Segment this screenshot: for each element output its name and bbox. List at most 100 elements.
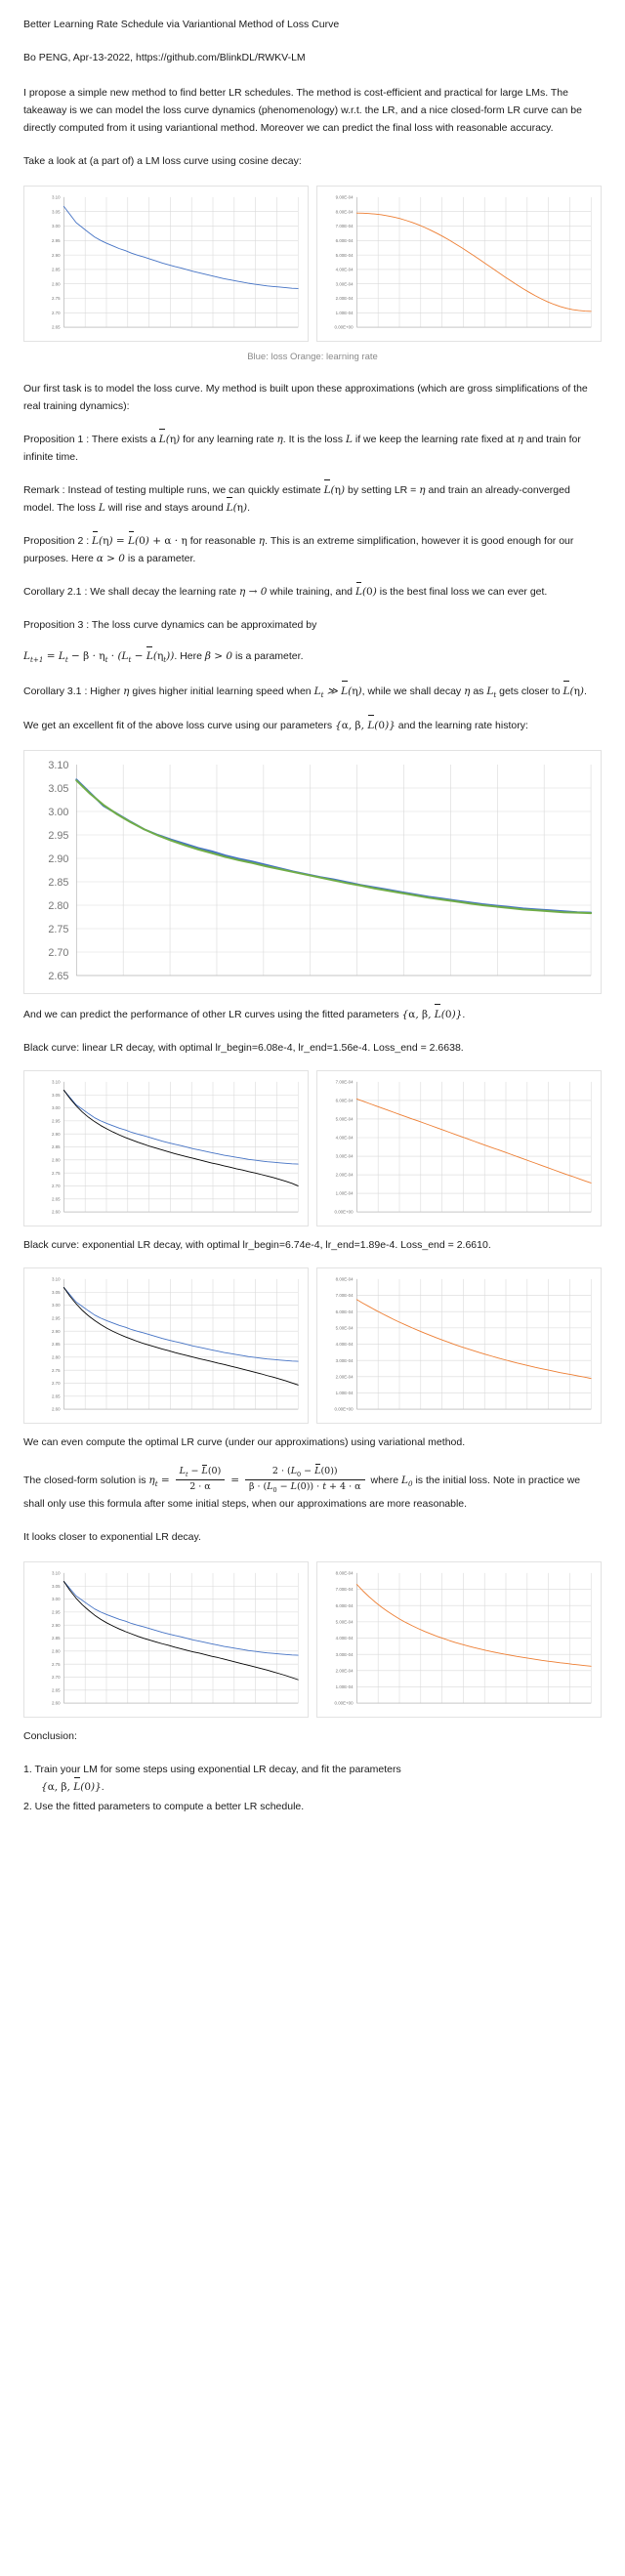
svg-text:2.60: 2.60: [52, 1210, 61, 1215]
remark: Remark : Instead of testing multiple run…: [23, 479, 602, 517]
svg-text:2.00E-04: 2.00E-04: [336, 1374, 354, 1379]
svg-text:5.00E-04: 5.00E-04: [336, 252, 354, 257]
closed-form-paragraph: The closed-form solution is ηt = Lt − L(…: [23, 1464, 602, 1513]
first-task-paragraph: Our first task is to model the loss curv…: [23, 382, 588, 412]
page-title: Better Learning Rate Schedule via Varian…: [23, 19, 340, 30]
svg-text:2.75: 2.75: [48, 924, 68, 935]
svg-text:2.80: 2.80: [52, 1649, 61, 1654]
svg-text:3.05: 3.05: [52, 1093, 61, 1098]
svg-text:7.00E-04: 7.00E-04: [336, 1293, 354, 1298]
svg-text:2.95: 2.95: [52, 1119, 61, 1124]
math-params-set: {α, β, L(0)}: [335, 715, 396, 731]
svg-text:2.80: 2.80: [48, 900, 68, 912]
prop1-text-b: for any learning rate: [183, 433, 274, 445]
svg-text:2.00E-04: 2.00E-04: [336, 1669, 354, 1674]
math-params-set-2: {α, β, L(0)}: [402, 1004, 462, 1020]
svg-text:7.00E-04: 7.00E-04: [336, 1587, 354, 1592]
chart-row-variational: 3.10 3.05 3.00 2.95 2.90 2.85 2.80 2.75 2.70 2.65…: [23, 1561, 602, 1719]
chart-row-cosine: 3.10 3.05 3.00 2.95 2.90 2.85 2.80 2.75 2.70 2.65…: [23, 185, 602, 342]
svg-text:0.00E+00: 0.00E+00: [335, 1407, 354, 1412]
svg-text:4.00E-04: 4.00E-04: [336, 1636, 354, 1641]
proposition-2: Proposition 2 : L(η) = L(0) + α · η for …: [23, 530, 602, 567]
svg-text:2.95: 2.95: [48, 830, 68, 842]
svg-text:2.95: 2.95: [52, 238, 61, 243]
svg-text:0.00E+00: 0.00E+00: [335, 1210, 354, 1215]
svg-text:5.00E-04: 5.00E-04: [336, 1620, 354, 1625]
conclusion-item-1: 1. Train your LM for some steps using ex…: [23, 1761, 602, 1796]
conclusion-1-math-line: {α, β, L(0)}.: [23, 1776, 602, 1796]
svg-text:3.00E-04: 3.00E-04: [336, 281, 354, 286]
closed-form-text-b: where: [370, 1475, 399, 1487]
svg-text:4.00E-04: 4.00E-04: [336, 1342, 354, 1347]
chart-exp-loss: 3.10 3.05 3.00 2.95 2.90 2.85 2.80 2.75 2.70 2.65…: [23, 1267, 309, 1425]
svg-text:3.00: 3.00: [52, 1105, 61, 1110]
cor31-text-a: Corollary 3.1 : Higher: [23, 685, 121, 697]
svg-text:2.90: 2.90: [52, 252, 61, 257]
take-a-look-paragraph: Take a look at (a part of) a LM loss cur…: [23, 154, 302, 167]
linear-decay-caption: Black curve: linear LR decay, with optim…: [23, 1042, 464, 1054]
math-eta-t: ηt =: [148, 1475, 170, 1489]
remark-text-d: will rise and stays around: [107, 501, 224, 514]
closer-exp-paragraph: It looks closer to exponential LR decay.: [23, 1531, 201, 1544]
svg-text:2.75: 2.75: [52, 1171, 61, 1176]
cor21-text-a: Corollary 2.1 : We shall decay the learn…: [23, 586, 237, 599]
svg-text:3.10: 3.10: [52, 1571, 61, 1576]
predict-text-a: And we can predict the performance of ot…: [23, 1008, 399, 1020]
svg-text:2.70: 2.70: [52, 1381, 61, 1386]
svg-text:3.10: 3.10: [52, 194, 61, 199]
corollary-2-1: Corollary 2.1 : We shall decay the learn…: [23, 581, 602, 601]
remark-text-b: by setting LR =: [347, 483, 417, 496]
chart-caption-legend: Blue: loss Orange: learning rate: [247, 351, 378, 362]
math-Lt: Lt: [486, 685, 497, 699]
svg-text:3.05: 3.05: [48, 783, 68, 795]
svg-text:3.00: 3.00: [52, 1597, 61, 1601]
math-equals: =: [230, 1475, 240, 1487]
svg-text:4.00E-04: 4.00E-04: [336, 267, 354, 271]
predict-paragraph: And we can predict the performance of ot…: [23, 1004, 602, 1023]
svg-text:1.00E-04: 1.00E-04: [336, 1684, 354, 1689]
svg-text:2.70: 2.70: [48, 947, 68, 959]
svg-text:2.00E-04: 2.00E-04: [336, 1173, 354, 1178]
math-Lbar-eta-2: L(η): [324, 479, 345, 496]
svg-text:2.95: 2.95: [52, 1316, 61, 1321]
math-Lbar-eta: L(η): [159, 429, 180, 445]
svg-text:3.05: 3.05: [52, 1290, 61, 1295]
fit-text-a: We get an excellent fit of the above los…: [23, 719, 333, 731]
math-alpha-gt-0: α > 0: [96, 553, 125, 565]
svg-text:6.00E-04: 6.00E-04: [336, 1603, 354, 1608]
prop1-text-d: if we keep the learning rate fixed at: [354, 433, 515, 445]
math-Lt-gg-Lbar: Lt ≫ L(η): [314, 681, 362, 699]
conclusion-1-text-b: .: [101, 1781, 104, 1794]
math-L0: L0: [401, 1475, 413, 1489]
math-L: L: [345, 433, 353, 445]
svg-text:4.00E-04: 4.00E-04: [336, 1136, 354, 1141]
svg-text:0.00E+00: 0.00E+00: [335, 1701, 354, 1706]
cor31-text-e: gets closer to: [499, 685, 561, 697]
math-eta-3: η: [419, 483, 426, 496]
svg-text:2.00E-04: 2.00E-04: [336, 296, 354, 301]
svg-text:2.65: 2.65: [52, 1688, 61, 1693]
svg-text:2.90: 2.90: [52, 1132, 61, 1137]
cor31-text-c: , while we shall decay: [361, 685, 462, 697]
math-eta: η: [276, 433, 283, 445]
math-Lbar-0: L(0): [355, 581, 377, 598]
math-eta-to-zero: η → 0: [239, 586, 268, 599]
svg-text:3.10: 3.10: [48, 760, 68, 771]
chart-variational-loss: 3.10 3.05 3.00 2.95 2.90 2.85 2.80 2.75 2.70 2.65…: [23, 1561, 309, 1719]
svg-text:2.60: 2.60: [52, 1407, 61, 1412]
chart-cosine-loss: 3.10 3.05 3.00 2.95 2.90 2.85 2.80 2.75 2.70 2.65: [23, 185, 309, 342]
svg-text:3.05: 3.05: [52, 209, 61, 214]
svg-text:6.00E-04: 6.00E-04: [336, 238, 354, 243]
prop2-text-a: Proposition 2 :: [23, 534, 90, 547]
math-prop2-eq: L(η) = L(0) + α · η: [92, 530, 188, 547]
chart-cosine-lr: 9.00E-04 8.00E-04 7.00E-04 6.00E-04 5.00E-04…: [316, 185, 602, 342]
svg-text:3.05: 3.05: [52, 1584, 61, 1589]
prop2-text-b: for reasonable: [189, 534, 256, 547]
svg-text:2.80: 2.80: [52, 1157, 61, 1162]
svg-text:3.00E-04: 3.00E-04: [336, 1154, 354, 1159]
svg-text:3.00: 3.00: [48, 807, 68, 818]
document-page: Better Learning Rate Schedule via Varian…: [23, 19, 602, 1812]
svg-text:8.00E-04: 8.00E-04: [336, 1571, 354, 1576]
svg-text:2.75: 2.75: [52, 1662, 61, 1667]
intro-paragraph: I propose a simple new method to find be…: [23, 86, 582, 134]
